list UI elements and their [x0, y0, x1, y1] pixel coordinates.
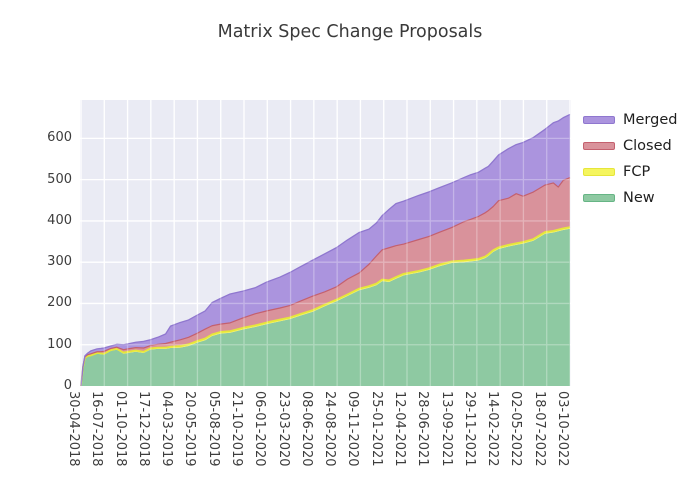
x-tick-label: 14-02-2022: [485, 391, 501, 467]
y-tick-label: 0: [63, 378, 72, 393]
x-tick-label: 17-12-2018: [135, 391, 151, 467]
x-tick-label: 06-01-2020: [252, 391, 268, 467]
x-tick-label: 25-01-2021: [368, 391, 384, 467]
y-tick-label: 500: [47, 171, 72, 187]
x-tick-label: 23-03-2020: [275, 391, 291, 467]
x-tick-label: 13-09-2021: [438, 391, 454, 467]
x-tick-label: 29-11-2021: [461, 391, 477, 467]
legend-item-closed: Closed: [583, 133, 677, 159]
x-tick-label: 02-05-2022: [508, 391, 524, 467]
legend: Merged Closed FCP New: [583, 107, 677, 211]
plot-area: [80, 100, 571, 386]
x-tick-label: 30-04-2018: [66, 391, 81, 467]
stacked-area-svg: [80, 100, 571, 386]
edge-closed: [80, 177, 571, 386]
x-tick-label: 12-04-2021: [392, 391, 407, 467]
y-tick-label: 300: [47, 254, 72, 270]
legend-label: Merged: [623, 112, 678, 128]
y-tick-label: 100: [47, 336, 72, 352]
legend-swatch-new: [583, 194, 615, 202]
legend-item-new: New: [583, 185, 677, 211]
x-tick-label: 01-10-2018: [112, 391, 128, 467]
legend-swatch-closed: [583, 142, 615, 150]
x-tick-label: 21-10-2019: [229, 391, 244, 467]
x-tick-label: 04-03-2019: [159, 391, 175, 467]
legend-item-fcp: FCP: [583, 159, 677, 185]
edge-merged: [80, 113, 571, 386]
area-merged: [81, 114, 570, 386]
legend-label: FCP: [623, 164, 651, 180]
x-tick-label: 03-10-2022: [555, 391, 570, 467]
chart-title: Matrix Spec Change Proposals: [217, 22, 483, 42]
x-tick-label: 08-06-2020: [298, 391, 314, 467]
x-tick-label: 05-08-2019: [205, 391, 221, 467]
y-tick-label: 600: [47, 130, 72, 146]
x-tick-label: 24-08-2020: [322, 391, 338, 467]
legend-label: New: [623, 190, 655, 206]
area-closed: [81, 177, 570, 386]
y-tick-label: 400: [47, 212, 72, 228]
legend-item-merged: Merged: [583, 107, 677, 133]
edge-fcp: [80, 226, 571, 386]
x-tick-label: 09-11-2020: [345, 391, 361, 467]
legend-label: Closed: [623, 138, 672, 154]
y-tick-label: 200: [47, 295, 72, 311]
legend-swatch-fcp: [583, 168, 615, 176]
x-tick-label: 20-05-2019: [182, 391, 198, 467]
x-tick-label: 18-07-2022: [531, 391, 547, 467]
gridlines-over: [80, 100, 571, 386]
area-new: [81, 228, 570, 386]
x-tick-label: 28-06-2021: [415, 391, 431, 467]
x-tick-label: 16-07-2018: [89, 391, 105, 467]
legend-swatch-merged: [583, 116, 615, 124]
